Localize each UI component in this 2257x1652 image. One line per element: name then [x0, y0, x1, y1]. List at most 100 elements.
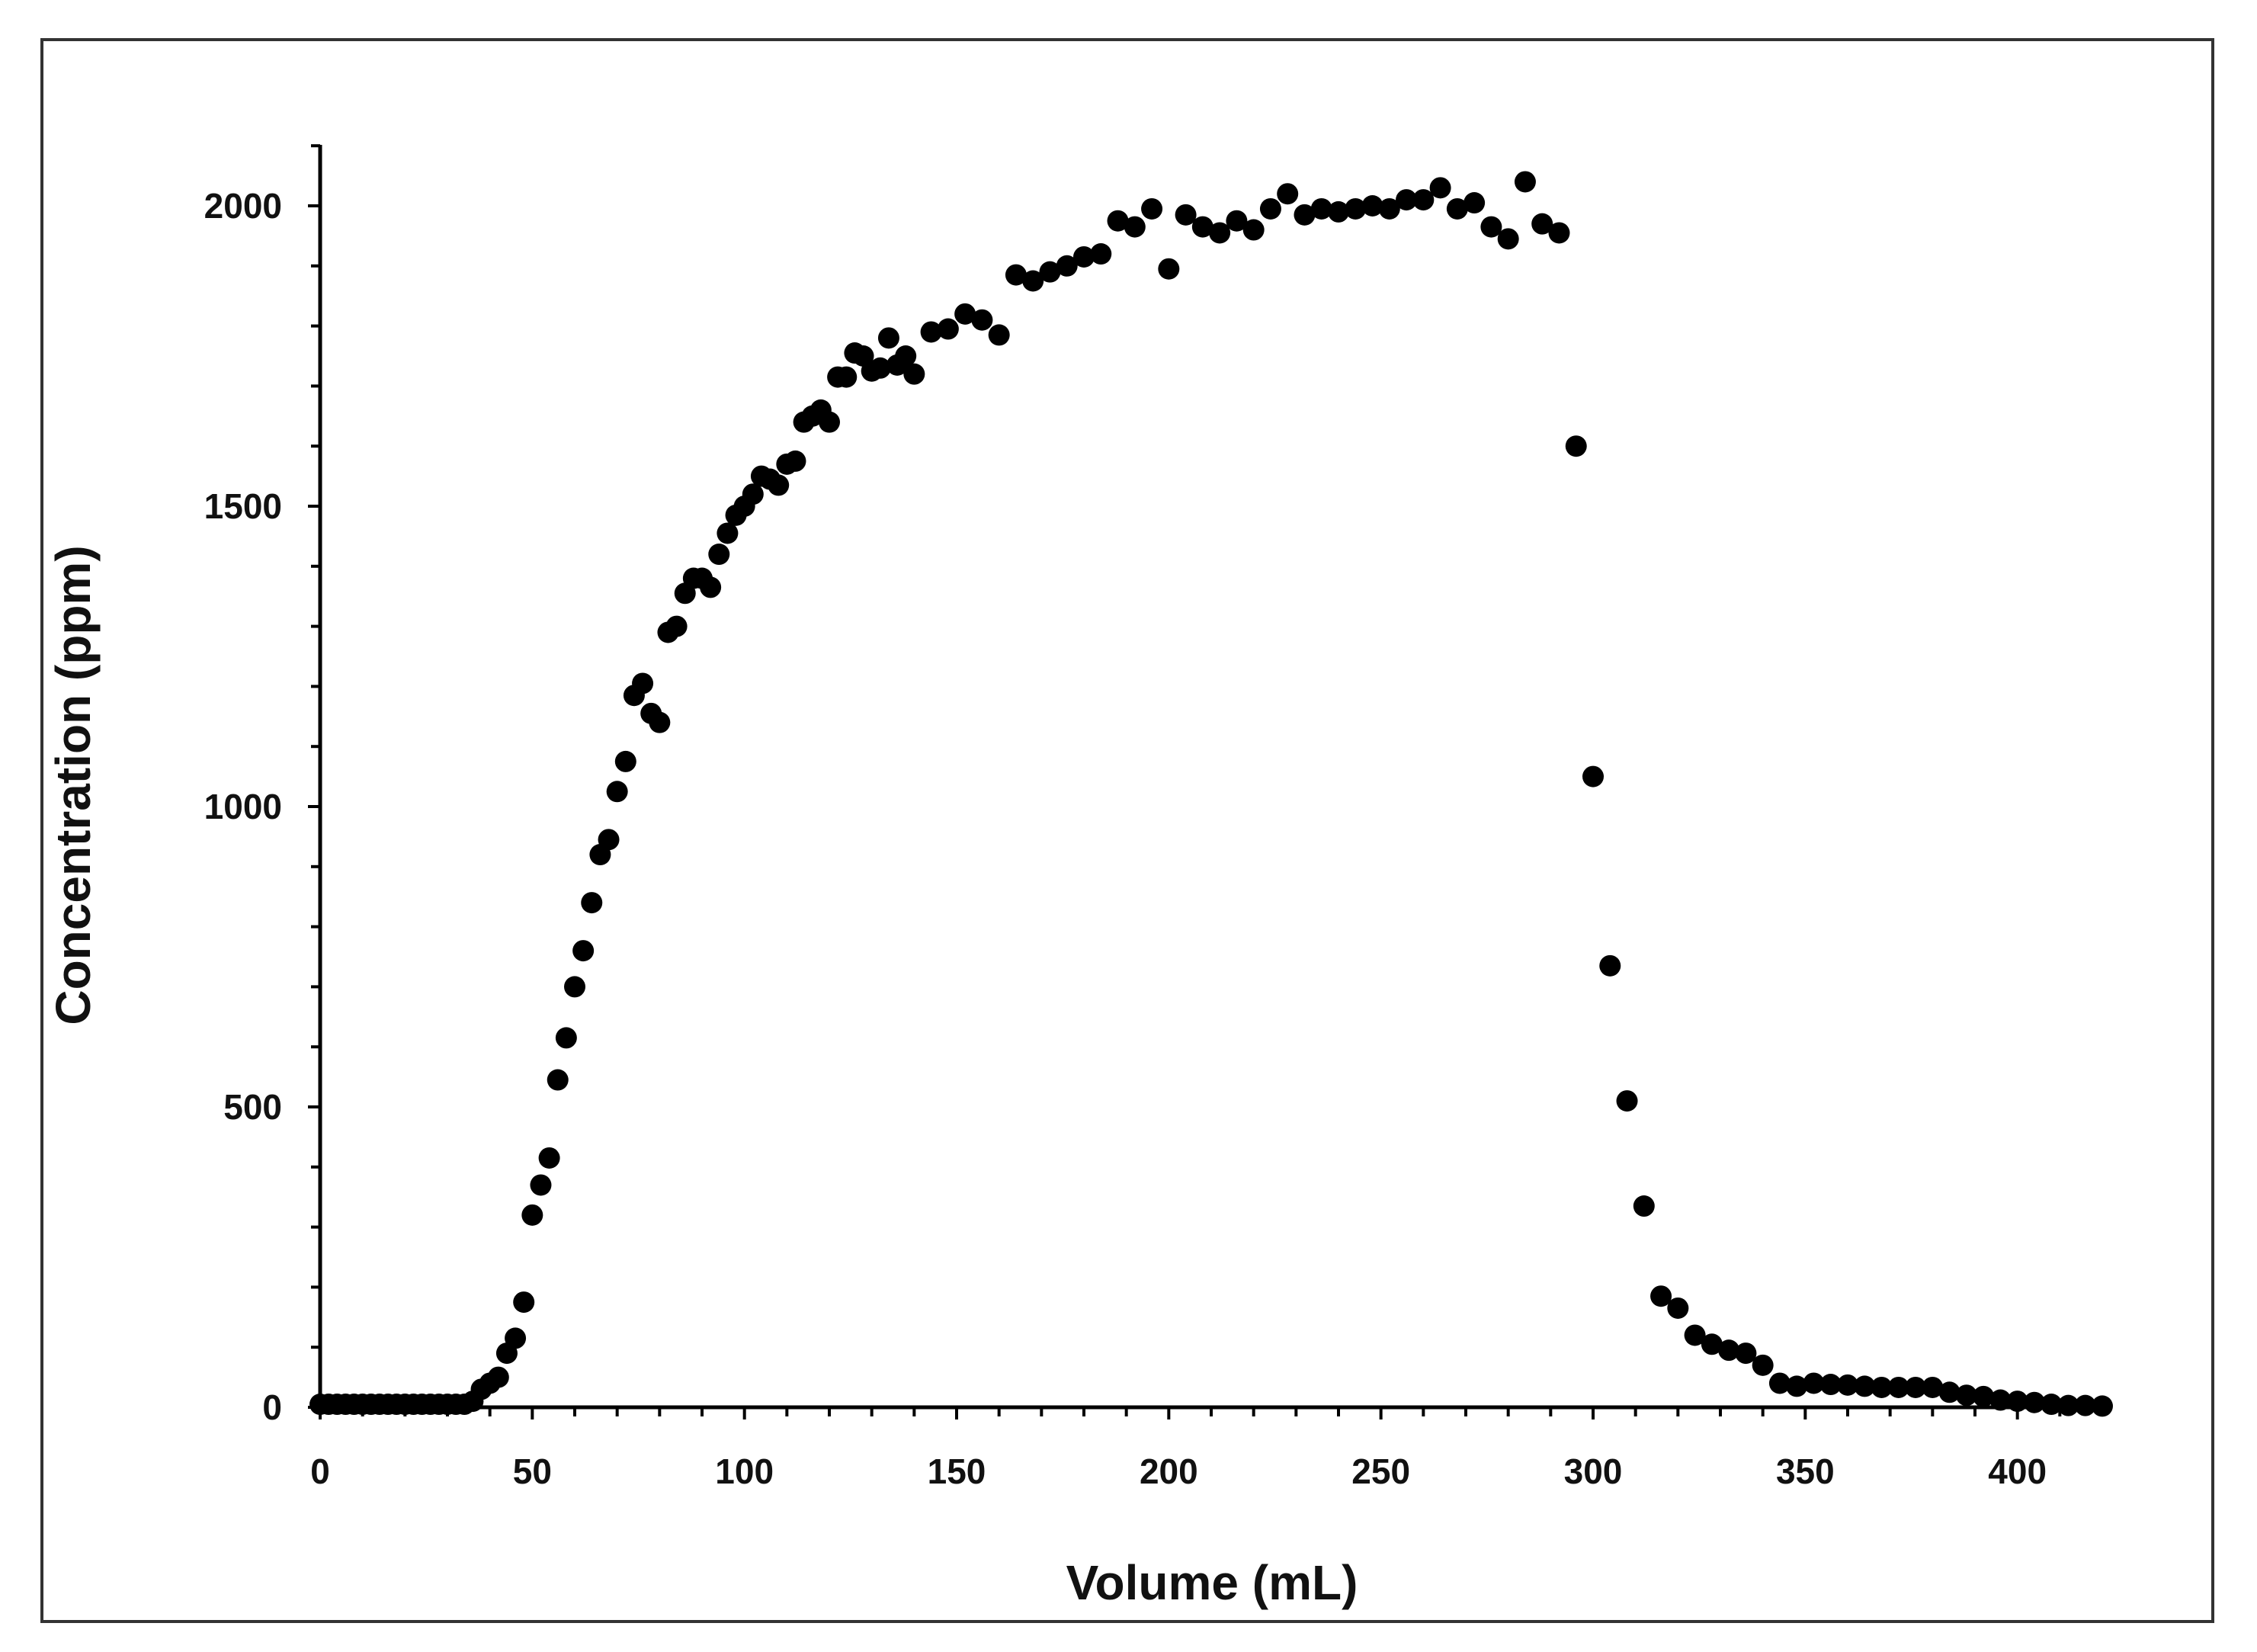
data-point — [819, 411, 840, 433]
data-point — [1191, 216, 1213, 238]
x-tick-label: 250 — [1351, 1452, 1410, 1491]
data-point — [1464, 192, 1486, 214]
data-point — [1955, 1384, 1977, 1407]
data-point — [1633, 1195, 1655, 1217]
data-point — [1328, 200, 1349, 223]
x-tick-label: 300 — [1564, 1452, 1623, 1491]
data-point — [1718, 1339, 1740, 1362]
data-point — [505, 1327, 527, 1349]
data-point — [1480, 216, 1502, 238]
data-point — [1345, 197, 1367, 220]
data-point — [954, 303, 976, 325]
data-point — [2057, 1394, 2079, 1416]
data-point — [1175, 204, 1197, 226]
data-point — [1005, 264, 1027, 286]
data-point — [2092, 1395, 2113, 1417]
data-point — [1310, 197, 1332, 220]
data-point — [521, 1204, 543, 1226]
data-point — [708, 544, 730, 566]
data-point — [895, 345, 917, 367]
data-point — [538, 1147, 560, 1169]
y-axis: 0 500 1000 1500 2000 — [204, 144, 322, 1427]
data-point — [1735, 1342, 1757, 1365]
x-tick-label: 0 — [310, 1452, 330, 1491]
data-point — [1378, 197, 1400, 220]
data-point — [1158, 258, 1180, 280]
data-point — [1599, 954, 1621, 977]
data-point — [1497, 228, 1519, 250]
data-point — [1819, 1374, 1842, 1396]
data-point — [1887, 1376, 1909, 1398]
data-point — [971, 309, 993, 331]
y-tick-label: 0 — [262, 1387, 282, 1427]
data-point — [547, 1069, 569, 1091]
data-point — [1277, 183, 1299, 205]
data-point — [555, 1027, 577, 1049]
data-point — [572, 940, 595, 962]
data-point — [1531, 213, 1553, 235]
data-point — [2006, 1391, 2028, 1413]
data-point — [1871, 1376, 1893, 1398]
data-point — [1684, 1324, 1706, 1346]
data-point — [1667, 1297, 1689, 1319]
x-tick-label: 350 — [1776, 1452, 1835, 1491]
data-point — [988, 324, 1010, 346]
data-point — [1022, 270, 1044, 292]
x-axis: 0 50 100 150 200 250 300 350 400 — [310, 1405, 2104, 1491]
data-point — [1905, 1376, 1927, 1398]
y-tick-label: 1500 — [204, 486, 282, 526]
data-point — [1429, 177, 1451, 199]
data-point — [1786, 1375, 1808, 1397]
data-point — [1124, 216, 1146, 238]
data-point — [606, 781, 628, 803]
x-tick-label: 400 — [1988, 1452, 2047, 1491]
y-tick-label: 500 — [223, 1087, 282, 1127]
data-point — [1616, 1090, 1638, 1112]
data-point — [1242, 219, 1265, 241]
data-point — [1548, 222, 1570, 244]
data-point — [937, 318, 959, 340]
data-point — [1141, 197, 1163, 220]
data-point — [877, 327, 899, 349]
data-point — [632, 672, 654, 694]
data-point — [1582, 765, 1604, 788]
data-point — [903, 363, 925, 385]
y-tick-label: 1000 — [204, 787, 282, 826]
data-point — [1361, 195, 1383, 217]
y-axis-title: Concentration (ppm) — [46, 545, 101, 1025]
data-point — [1446, 197, 1468, 220]
data-point — [1396, 189, 1418, 211]
data-point — [1922, 1376, 1944, 1398]
data-point — [581, 892, 603, 914]
data-point — [768, 474, 790, 496]
data-point — [2041, 1394, 2063, 1416]
data-point — [1650, 1285, 1672, 1307]
data-point — [1514, 171, 1536, 193]
data-point — [513, 1291, 535, 1314]
data-point — [1701, 1333, 1723, 1355]
data-point — [1090, 243, 1112, 265]
data-point — [614, 750, 636, 772]
x-tick-label: 200 — [1140, 1452, 1198, 1491]
data-points — [309, 171, 2113, 1417]
data-point — [1989, 1389, 2012, 1411]
data-point — [530, 1174, 552, 1196]
data-point — [700, 576, 722, 598]
chart-border — [40, 38, 2214, 1623]
data-point — [1294, 204, 1316, 226]
data-point — [1107, 210, 1129, 232]
data-point — [784, 450, 806, 472]
x-axis-title: Volume (mL) — [1066, 1555, 1358, 1610]
data-point — [1973, 1385, 1995, 1407]
data-point — [869, 357, 891, 379]
data-point — [2074, 1394, 2096, 1416]
data-point — [1039, 261, 1061, 283]
data-point — [717, 522, 739, 544]
data-point — [835, 366, 858, 388]
x-tick-label: 50 — [513, 1452, 552, 1491]
data-point — [1803, 1372, 1825, 1394]
data-point — [649, 711, 671, 733]
data-point — [1259, 197, 1281, 220]
x-tick-label: 150 — [928, 1452, 986, 1491]
